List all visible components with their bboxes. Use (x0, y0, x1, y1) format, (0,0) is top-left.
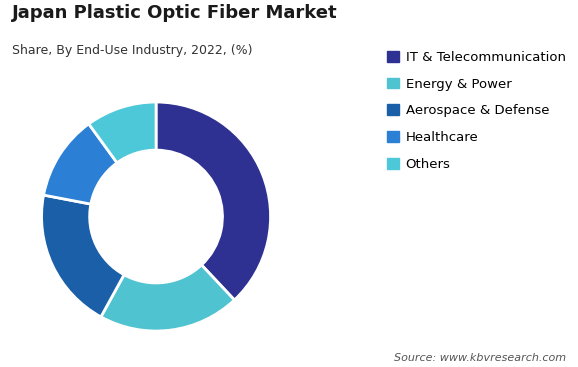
Text: Share, By End-Use Industry, 2022, (%): Share, By End-Use Industry, 2022, (%) (12, 44, 252, 57)
Text: Japan Plastic Optic Fiber Market: Japan Plastic Optic Fiber Market (12, 4, 337, 22)
Wedge shape (156, 102, 271, 300)
Wedge shape (43, 124, 117, 204)
Wedge shape (101, 265, 235, 331)
Wedge shape (42, 195, 124, 317)
Wedge shape (89, 102, 156, 163)
Legend: IT & Telecommunication, Energy & Power, Aerospace & Defense, Healthcare, Others: IT & Telecommunication, Energy & Power, … (387, 51, 566, 171)
Text: Source: www.kbvresearch.com: Source: www.kbvresearch.com (394, 353, 566, 363)
